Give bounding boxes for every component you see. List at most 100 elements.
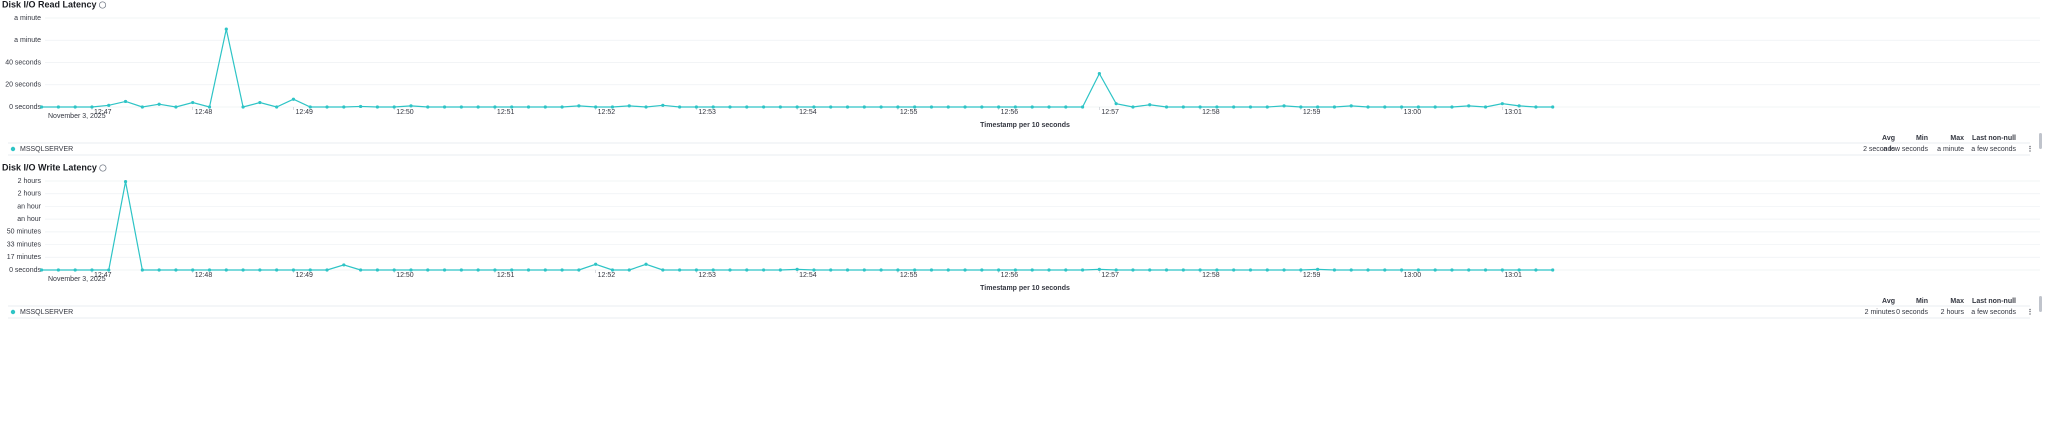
- data-point: [476, 268, 480, 272]
- data-point: [694, 105, 699, 109]
- menu-dots[interactable]: ⋮: [2027, 145, 2034, 153]
- data-point: [1114, 102, 1118, 106]
- legend-header: Avg: [1882, 135, 1895, 142]
- data-point: [140, 268, 144, 272]
- data-point: [778, 268, 782, 272]
- data-point: [1366, 268, 1370, 272]
- series-line: [41, 181, 1553, 271]
- data-point: [1534, 105, 1538, 109]
- data-point: [661, 103, 665, 107]
- data-point: [1282, 268, 1286, 272]
- data-point: [845, 105, 850, 109]
- data-point: [980, 105, 984, 109]
- data-point: [694, 268, 699, 272]
- data-point: [560, 105, 564, 109]
- data-point: [1383, 105, 1387, 109]
- data-point: [761, 105, 766, 109]
- data-point: [140, 105, 144, 109]
- data-point: [90, 268, 94, 272]
- date-label: November 3, 2025: [48, 113, 106, 120]
- legend-stat: a few seconds: [1971, 146, 2016, 153]
- x-tick-label: 12:48: [195, 272, 213, 279]
- data-point: [1349, 104, 1353, 108]
- data-point: [258, 100, 262, 105]
- data-point: [409, 268, 413, 272]
- data-point: [1181, 268, 1185, 272]
- data-point: [1433, 268, 1437, 272]
- data-point: [1534, 268, 1538, 272]
- x-tick-label: 12:49: [295, 109, 313, 116]
- data-point: [896, 268, 900, 272]
- data-point: [1131, 105, 1135, 109]
- data-point: [1450, 268, 1454, 272]
- y-tick-label: a minute: [14, 37, 41, 44]
- data-point: [157, 268, 161, 272]
- data-point: [1500, 102, 1504, 106]
- data-point: [1332, 268, 1337, 272]
- data-point: [560, 268, 564, 272]
- data-point: [359, 268, 363, 272]
- x-tick-label: 13:00: [1404, 272, 1422, 279]
- data-point: [862, 268, 866, 272]
- data-point: [1551, 268, 1555, 272]
- data-point: [459, 105, 463, 109]
- info-icon[interactable]: [98, 1, 107, 9]
- data-point: [1265, 105, 1269, 109]
- data-point: [308, 268, 312, 272]
- legend-name[interactable]: MSSQLSERVER: [20, 146, 73, 153]
- data-point: [761, 268, 766, 272]
- y-tick-label: 33 minutes: [7, 241, 42, 248]
- data-point: [1248, 105, 1253, 109]
- legend-header: Last non-null: [1972, 135, 2016, 142]
- x-tick-label: 12:53: [698, 109, 716, 116]
- data-point: [1097, 267, 1101, 271]
- data-point: [711, 268, 715, 272]
- data-point: [678, 268, 682, 272]
- x-tick-label: 12:56: [1001, 272, 1019, 279]
- data-point: [929, 105, 934, 109]
- data-point: [40, 268, 44, 272]
- data-point: [1248, 268, 1253, 272]
- x-tick-label: 12:50: [396, 272, 414, 279]
- data-point: [1013, 268, 1018, 272]
- x-tick-label: 12:58: [1202, 272, 1220, 279]
- data-point: [526, 105, 531, 109]
- data-point: [510, 268, 514, 272]
- data-point: [543, 268, 547, 272]
- data-point: [375, 105, 379, 109]
- data-point: [543, 105, 547, 109]
- series-line: [41, 29, 1553, 108]
- data-point: [1131, 268, 1135, 272]
- data-point: [375, 268, 379, 272]
- data-point: [1198, 105, 1202, 109]
- menu-dots[interactable]: ⋮: [2027, 308, 2034, 316]
- data-point: [493, 268, 497, 272]
- data-point: [174, 105, 178, 109]
- data-point: [291, 268, 296, 272]
- scrollbar[interactable]: [2039, 133, 2042, 149]
- data-point: [963, 268, 967, 272]
- legend-stat: 2 minutes: [1865, 309, 1896, 316]
- legend-stat: 0 seconds: [1896, 309, 1928, 316]
- data-point: [275, 105, 279, 109]
- data-point: [1080, 105, 1085, 109]
- scrollbar[interactable]: [2039, 296, 2042, 312]
- data-point: [1215, 268, 1219, 272]
- x-tick-label: 12:57: [1101, 109, 1119, 116]
- data-point: [493, 105, 497, 109]
- x-tick-label: 13:01: [1504, 272, 1522, 279]
- data-point: [1148, 268, 1152, 272]
- legend-stat: 2 seconds: [1863, 146, 1895, 153]
- data-point: [191, 268, 195, 272]
- data-point: [157, 102, 161, 106]
- info-icon[interactable]: [99, 164, 107, 172]
- data-point: [745, 268, 749, 272]
- data-point: [1181, 105, 1185, 109]
- data-point: [426, 105, 430, 109]
- data-point: [1551, 105, 1555, 109]
- data-point: [577, 268, 581, 272]
- data-point: [526, 268, 531, 272]
- legend-name[interactable]: MSSQLSERVER: [20, 309, 73, 316]
- data-point: [1483, 105, 1488, 109]
- data-point: [980, 268, 984, 272]
